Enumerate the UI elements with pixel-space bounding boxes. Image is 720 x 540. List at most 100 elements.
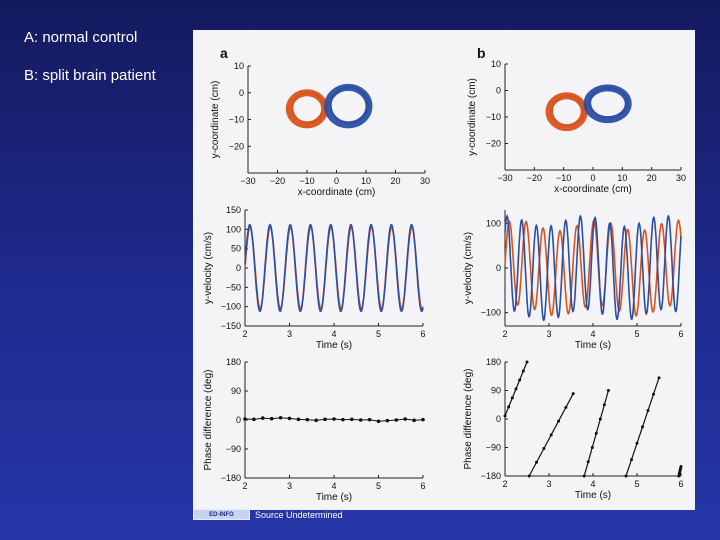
panel-a3-y-tick-label: 90 <box>231 386 241 396</box>
panel-a3-y-tick-label: 180 <box>226 357 241 367</box>
panel-a1-y-tick-label: 10 <box>234 61 244 71</box>
panel-a3-phase-point <box>332 417 336 421</box>
panel-a2-y-tick-label: 100 <box>226 224 241 234</box>
panel-b2-x-tick-label: 5 <box>634 329 639 339</box>
panel-b3-phase-point <box>564 405 568 409</box>
panel-a2-x-tick-label: 5 <box>376 329 381 339</box>
panel-a3-x-tick-label: 3 <box>287 481 292 491</box>
panel-b3-x-tick-label: 5 <box>634 479 639 489</box>
panel-a1-x-tick-label: 20 <box>390 176 400 186</box>
panel-b1-x-tick-label: −20 <box>527 173 542 183</box>
panel-b3-phase-point <box>549 433 553 437</box>
panel-a3-phase-point <box>385 418 390 423</box>
panel-b3-y-tick-label: −180 <box>481 471 501 481</box>
panel-b3-phase-point <box>510 396 514 400</box>
panel-a1-x-tick-label: 0 <box>334 176 339 186</box>
panel-a1-loop-inner-right <box>329 86 369 124</box>
panel-b3-phase-point <box>630 458 633 462</box>
panel-b3-x-tick-label: 3 <box>546 479 551 489</box>
panel-a1-x-label: x-coordinate (cm) <box>298 187 376 198</box>
panel-a3-phase-point <box>296 417 301 422</box>
panel-a3-phase-point <box>323 417 327 422</box>
panel-a3-x-tick-label: 4 <box>331 481 336 491</box>
panel-b3-x-label: Time (s) <box>575 490 611 501</box>
panel-b3-phase-point <box>518 378 522 382</box>
panel-b3-phase-point <box>582 474 586 478</box>
panel-b1-letter: b <box>477 45 486 61</box>
panel-a2-y-tick-label: −50 <box>226 282 241 292</box>
panel-b1-y-tick-label: 0 <box>496 86 501 96</box>
caption-split-brain-patient: B: split brain patient <box>24 67 156 84</box>
source-text: Source Undetermined <box>255 509 343 520</box>
panel-b1-y-tick-label: 10 <box>491 59 501 69</box>
panel-a1-letter: a <box>220 45 228 61</box>
panel-a1-y-tick-label: 0 <box>239 88 244 98</box>
panel-a1-x-tick-label: 10 <box>361 176 371 186</box>
panel-a2-y-tick-label: −100 <box>221 302 241 312</box>
panel-b2-y-tick-label: −100 <box>481 308 501 318</box>
panel-a1-x-tick-label: −10 <box>299 176 314 186</box>
panel-a3-y-label: Phase difference (deg) <box>203 370 214 471</box>
panel-b3-phase-point <box>535 460 539 464</box>
panel-a3-phase-point <box>269 416 274 421</box>
panel-b3-phase-point <box>594 431 598 435</box>
panel-a3-phase-point <box>287 416 292 421</box>
panel-b1-y-tick-label: −20 <box>486 139 501 149</box>
panel-b3-x-tick-label: 2 <box>502 479 507 489</box>
panel-a3-phase-point <box>394 418 399 422</box>
panel-b1-x-tick-label: 0 <box>590 173 595 183</box>
panel-b1-loop-inner-left <box>551 94 585 127</box>
panel-b3-phase-point <box>503 414 507 418</box>
panel-a3-phase-point <box>421 417 425 422</box>
panel-a1-x-tick-label: −20 <box>270 176 285 186</box>
panel-a3-x-label: Time (s) <box>316 492 352 503</box>
panel-a3-phase-point <box>278 415 283 420</box>
panel-a2-y-label: y-velocity (cm/s) <box>203 232 214 304</box>
panel-a1-loop-inner-left <box>291 91 325 124</box>
panel-b2-y-label: y-velocity (cm/s) <box>463 232 474 304</box>
panel-b1-x-tick-label: −10 <box>556 173 571 183</box>
panel-b2-x-label: Time (s) <box>575 340 611 351</box>
panel-a3-phase-point <box>341 417 345 422</box>
panel-a3-x-tick-label: 6 <box>420 481 425 491</box>
panel-b3-y-tick-label: −90 <box>486 443 501 453</box>
panel-a3-x-tick-label: 5 <box>376 481 381 491</box>
panel-a2-x-tick-label: 2 <box>242 329 247 339</box>
panel-b3-phase-point <box>514 387 518 391</box>
figure-panel: −30 −20 −10 0 10 20 30 −20 −10 0 10 x-coordinate (c… <box>193 30 695 510</box>
panel-b3-phase-point <box>507 405 511 409</box>
panel-a1-y-tick-label: −10 <box>229 115 244 125</box>
source-bar: ED-INFO Source Undetermined <box>193 509 353 520</box>
panel-b1-x-label: x-coordinate (cm) <box>554 184 632 195</box>
panel-a3-y-tick-label: −90 <box>226 444 241 454</box>
panel-b1-x-tick-label: −30 <box>497 173 512 183</box>
panel-a3-phase-point <box>252 417 256 422</box>
panel-a2-y-tick-label: −150 <box>221 321 241 331</box>
panel-a2-x-tick-label: 3 <box>287 329 292 339</box>
panel-a2-series-right <box>244 223 424 313</box>
panel-a2-y-tick-label: 150 <box>226 205 241 215</box>
panel-b3-phase-point <box>624 474 628 478</box>
panel-a2-x-tick-label: 6 <box>420 329 425 339</box>
panel-a3-phase-point <box>412 418 416 423</box>
panel-b3-phase-point <box>652 392 655 396</box>
panel-b3-y-tick-label: 180 <box>486 357 501 367</box>
panel-b3-y-label: Phase difference (deg) <box>463 369 474 470</box>
panel-b3-phase-point <box>641 425 644 429</box>
panel-b2-x-tick-label: 6 <box>678 329 683 339</box>
panel-a3-phase-point <box>305 417 310 422</box>
panel-b3-phase-point <box>586 460 590 464</box>
panel-b3-phase-point <box>521 369 525 373</box>
panel-b3-phase-point <box>525 360 529 364</box>
panel-a2-x-label: Time (s) <box>316 340 352 351</box>
panel-b3-phase-point <box>657 376 661 380</box>
panel-b3-phase-point <box>635 441 639 445</box>
panel-a1-x-tick-label: 30 <box>420 176 430 186</box>
panel-b3-y-tick-label: 0 <box>496 414 501 424</box>
panel-a3-phase-point <box>350 417 354 422</box>
panel-a3-x-tick-label: 2 <box>242 481 247 491</box>
panel-a1-x-tick-label: −30 <box>240 176 255 186</box>
panel-b2-x-tick-label: 3 <box>546 329 551 339</box>
panel-b3-y-tick-label: 90 <box>491 386 501 396</box>
